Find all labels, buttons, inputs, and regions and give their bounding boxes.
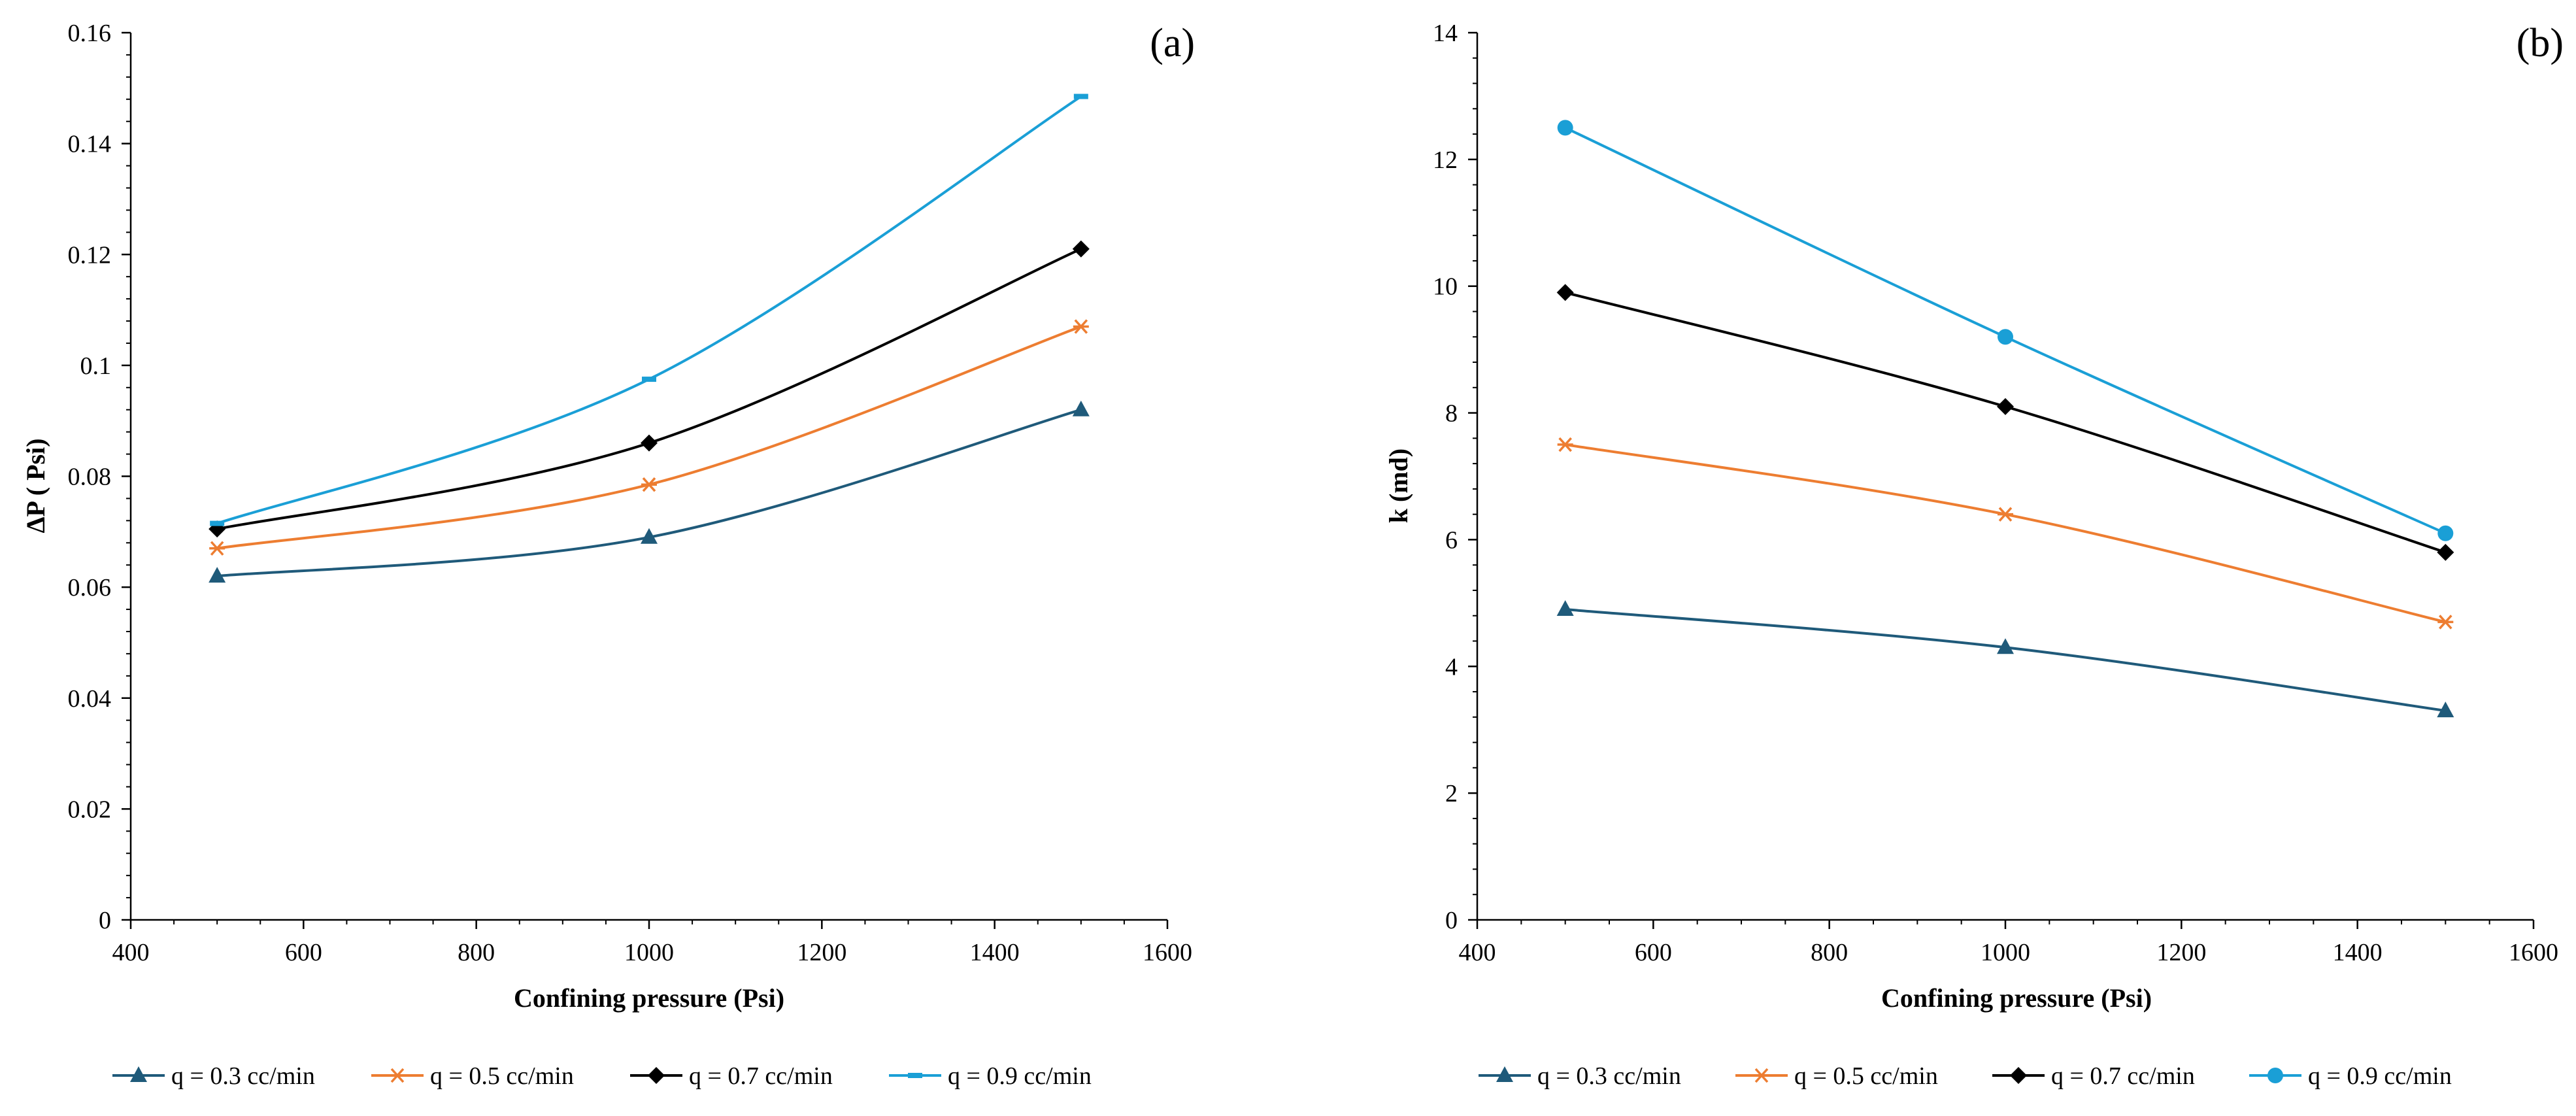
panel-b-label: (b) bbox=[2517, 21, 2564, 65]
panel-a-legend: q = 0.3 cc/min q = 0.5 cc/min q = 0.7 cc/m… bbox=[112, 1062, 1092, 1090]
panel-a-y-tick-label: 0.02 bbox=[68, 796, 112, 823]
panel-b-series-3-point bbox=[2437, 543, 2454, 561]
panel-a-legend-label: q = 0.7 cc/min bbox=[689, 1062, 833, 1090]
panel-a-series bbox=[209, 93, 1090, 583]
panel-a-label: (a) bbox=[1150, 21, 1195, 65]
panel-b-series-3-point bbox=[1556, 284, 1574, 301]
panel-b-series-2-point bbox=[2437, 615, 2454, 630]
panel-a-legend-swatch-marker bbox=[648, 1067, 665, 1084]
panel-a-x-tick-label: 600 bbox=[285, 939, 322, 966]
panel-b-y-tick-label: 14 bbox=[1433, 20, 1458, 47]
panel-b-legend: q = 0.3 cc/min q = 0.5 cc/min q = 0.7 cc/m… bbox=[1479, 1062, 2452, 1090]
panel-b-x-tick-label: 1000 bbox=[1981, 939, 2030, 966]
panel-a-series-1-point bbox=[209, 567, 226, 583]
panel-a-x-tick-label: 400 bbox=[112, 939, 150, 966]
panel-b-x-tick-label: 1200 bbox=[2156, 939, 2206, 966]
panel-b-series-1-point bbox=[1997, 638, 2014, 654]
panel-a: 0 0.02 0.04 0.06 0.08 0.1 0.12 0.14 0.16 400 600 80… bbox=[21, 20, 1195, 1090]
panel-a-x-tick-label: 800 bbox=[458, 939, 495, 966]
panel-b-y-tick-label: 12 bbox=[1433, 146, 1458, 174]
panel-b-series-4-point bbox=[2437, 525, 2454, 541]
panel-b-legend-swatch-marker bbox=[1754, 1068, 1769, 1083]
panel-b-axes: 0 2 4 6 8 10 12 14 400 600 800 1000 1200 1400 1600 bbox=[1433, 20, 2558, 966]
panel-a-series-1-point bbox=[641, 528, 658, 544]
panel-b-x-tick-label: 600 bbox=[1635, 939, 1672, 966]
panel-b-x-tick-label: 1600 bbox=[2509, 939, 2558, 966]
panel-b-series-1-point bbox=[1556, 600, 1574, 617]
panel-a-x-tick-label: 1200 bbox=[797, 939, 846, 966]
panel-b-legend-swatch-marker bbox=[2267, 1068, 2283, 1083]
panel-b-series-2-point bbox=[1998, 507, 2013, 522]
panel-b-x-axis-title: Confining pressure (Psi) bbox=[1881, 983, 2152, 1013]
panel-a-series-4-point bbox=[642, 377, 656, 382]
panel-b-x-tick-label: 400 bbox=[1459, 939, 1496, 966]
panel-a-x-tick-label: 1600 bbox=[1143, 939, 1192, 966]
panel-b-y-tick-label: 0 bbox=[1445, 907, 1458, 934]
panel-a-legend-swatch-marker bbox=[390, 1068, 405, 1083]
panel-a-x-axis-title: Confining pressure (Psi) bbox=[514, 983, 784, 1013]
panel-b-legend-label: q = 0.5 cc/min bbox=[1794, 1062, 1938, 1090]
panel-b-legend-swatch-marker bbox=[2010, 1067, 2027, 1084]
panel-b-y-tick-label: 4 bbox=[1445, 653, 1458, 681]
panel-a-y-tick-label: 0.14 bbox=[68, 131, 112, 158]
panel-a-y-tick-label: 0.06 bbox=[68, 574, 112, 601]
panel-b-series-2-point bbox=[1557, 437, 1573, 452]
panel-a-y-tick-label: 0.12 bbox=[68, 241, 112, 269]
panel-a-series-3-point bbox=[1072, 240, 1090, 258]
panel-a-axes: 0 0.02 0.04 0.06 0.08 0.1 0.12 0.14 0.16 400 600 80… bbox=[68, 20, 1193, 966]
panel-b-x-tick-label: 1400 bbox=[2333, 939, 2383, 966]
panel-a-y-tick-label: 0.16 bbox=[68, 20, 112, 47]
panel-a-y-axis-title: ΔP ( Psi) bbox=[21, 438, 50, 533]
panel-a-x-tick-label: 1000 bbox=[624, 939, 674, 966]
panel-b-y-tick-label: 8 bbox=[1445, 400, 1458, 428]
panel-b-series-1-point bbox=[2437, 702, 2454, 718]
panel-b-series-4-point bbox=[1998, 329, 2013, 345]
panel-a-y-tick-label: 0.08 bbox=[68, 464, 112, 491]
panel-a-series-2-point bbox=[209, 541, 226, 556]
panel-a-series-4-point bbox=[210, 520, 225, 526]
panel-b-x-tick-label: 800 bbox=[1811, 939, 1848, 966]
panel-a-x-tick-label: 1400 bbox=[970, 939, 1020, 966]
panel-b-series bbox=[1556, 120, 2454, 718]
panel-b-series-4-point bbox=[1557, 120, 1573, 136]
panel-a-legend-swatch-marker bbox=[130, 1066, 147, 1082]
panel-b-series-3-point bbox=[1997, 397, 2014, 415]
panel-a-series-2-point bbox=[641, 477, 657, 492]
panel-a-legend-label: q = 0.9 cc/min bbox=[948, 1062, 1092, 1090]
panel-a-y-tick-label: 0 bbox=[99, 907, 111, 934]
panel-a-series-3-point bbox=[641, 434, 658, 452]
panel-a-y-tick-label: 0.1 bbox=[80, 352, 112, 380]
panel-b-y-tick-label: 2 bbox=[1445, 780, 1458, 807]
panel-b-legend-label: q = 0.9 cc/min bbox=[2308, 1062, 2452, 1090]
panel-b-y-axis-title: k (md) bbox=[1384, 448, 1413, 523]
panel-b-y-tick-label: 6 bbox=[1445, 526, 1458, 554]
panel-b-y-tick-label: 10 bbox=[1433, 273, 1458, 301]
panel-b-legend-label: q = 0.7 cc/min bbox=[2051, 1062, 2195, 1090]
panel-a-legend-swatch-marker bbox=[908, 1073, 922, 1078]
panel-a-legend-label: q = 0.3 cc/min bbox=[171, 1062, 315, 1090]
panel-b-legend-label: q = 0.3 cc/min bbox=[1537, 1062, 1681, 1090]
panel-a-series-4-point bbox=[1073, 93, 1088, 99]
panel-a-legend-label: q = 0.5 cc/min bbox=[430, 1062, 574, 1090]
panel-a-series-1-point bbox=[1072, 400, 1090, 416]
panel-b-legend-swatch-marker bbox=[1496, 1066, 1513, 1082]
panel-a-y-tick-label: 0.04 bbox=[68, 685, 112, 713]
panel-b: 0 2 4 6 8 10 12 14 400 600 800 1000 1200 1400 1600 Con… bbox=[1384, 20, 2564, 1090]
panel-a-series-2-point bbox=[1073, 319, 1089, 334]
